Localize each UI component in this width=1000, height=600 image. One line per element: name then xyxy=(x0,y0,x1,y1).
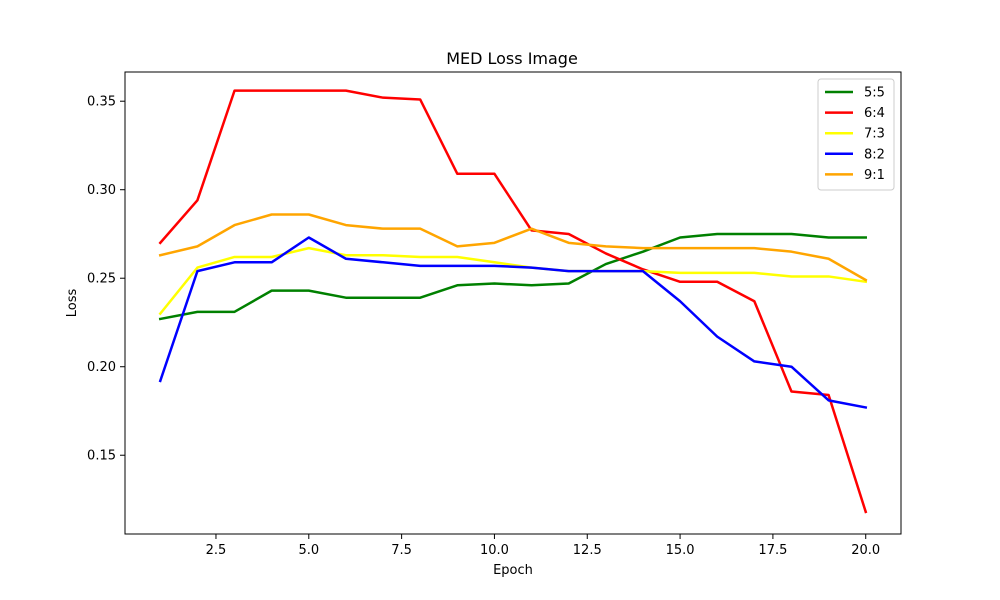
legend: 5:5 6:4 7:3 8:2 9:1 xyxy=(817,78,895,191)
x-tick-label: 7.5 xyxy=(391,543,412,558)
legend-label: 6:4 xyxy=(864,106,885,121)
legend-label: 8:2 xyxy=(864,147,885,162)
y-tick-label: 0.25 xyxy=(87,272,116,287)
x-axis: 2.5 5.0 7.5 10.0 12.5 15.0 17.5 20.0 xyxy=(206,534,880,558)
plot-frame xyxy=(124,71,902,535)
chart-title: MED Loss Image xyxy=(446,49,578,68)
x-axis-label: Epoch xyxy=(493,563,533,578)
series-line-9-1 xyxy=(158,213,868,282)
x-tick-label: 15.0 xyxy=(666,543,695,558)
y-axis-label: Loss xyxy=(65,289,80,318)
legend-label: 9:1 xyxy=(864,168,885,183)
series-line-8-2 xyxy=(158,236,868,409)
x-tick-label: 2.5 xyxy=(206,543,227,558)
legend-label: 7:3 xyxy=(864,127,885,142)
plot-area xyxy=(158,89,868,514)
legend-label: 5:5 xyxy=(864,86,885,101)
series-line-6-4 xyxy=(158,89,868,514)
legend-box xyxy=(817,78,895,191)
y-tick-label: 0.30 xyxy=(87,183,116,198)
y-tick-label: 0.15 xyxy=(87,449,116,464)
series-line-5-5 xyxy=(158,232,867,321)
y-axis: 0.15 0.20 0.25 0.30 0.35 xyxy=(87,95,125,464)
x-tick-label: 5.0 xyxy=(298,543,319,558)
y-tick-label: 0.20 xyxy=(87,360,116,375)
x-tick-label: 17.5 xyxy=(758,543,787,558)
series-line-7-3 xyxy=(158,246,868,316)
x-tick-label: 12.5 xyxy=(573,543,602,558)
x-tick-label: 20.0 xyxy=(851,543,880,558)
y-tick-label: 0.35 xyxy=(87,95,116,110)
x-tick-label: 10.0 xyxy=(480,543,509,558)
